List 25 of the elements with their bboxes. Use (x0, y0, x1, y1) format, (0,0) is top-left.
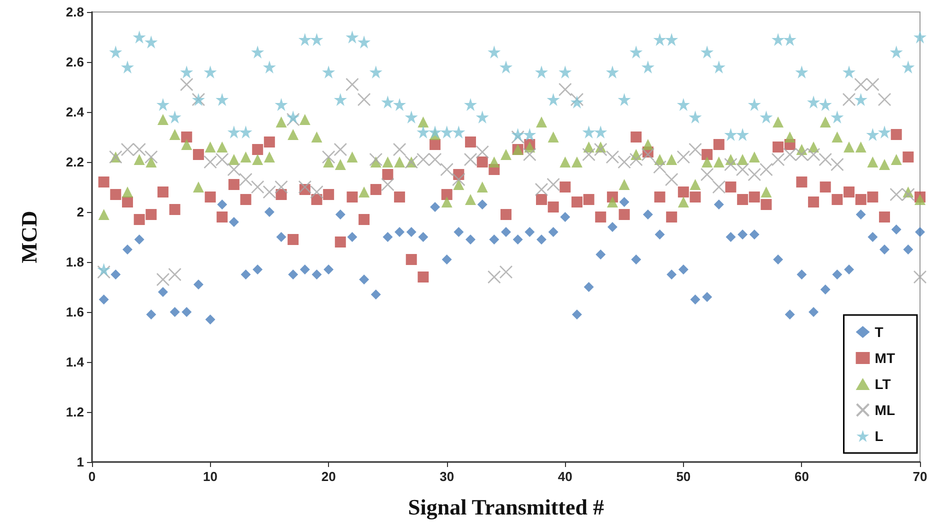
legend-label: ML (874, 402, 896, 418)
x-tick-label: 40 (558, 469, 572, 484)
x-tick-label: 0 (88, 469, 96, 484)
x-tick-label: 60 (794, 469, 809, 484)
y-tick-label: 2.8 (66, 4, 84, 20)
legend-label: L (874, 428, 884, 444)
y-tick-label: 2.2 (66, 154, 84, 170)
x-tick-label: 70 (912, 469, 928, 484)
y-tick-label: 1.4 (66, 354, 85, 370)
y-tick-label: 2.4 (66, 104, 85, 120)
y-tick-label: 1.8 (66, 254, 84, 270)
legend-label: LT (874, 376, 892, 392)
y-tick-label: 1.6 (66, 304, 84, 320)
x-tick-label: 50 (676, 469, 691, 484)
x-tick-label: 10 (203, 469, 218, 484)
y-axis-title: MCD (16, 210, 42, 264)
y-tick-label: 2.6 (66, 54, 84, 70)
y-tick-label: 1 (76, 454, 84, 470)
y-tick-label: 2 (76, 204, 84, 220)
legend-label: MT (874, 350, 896, 366)
legend-label: T (874, 324, 884, 340)
x-tick-label: 20 (321, 469, 336, 484)
y-tick-label: 1.2 (66, 404, 84, 420)
x-axis-title: Signal Transmitted # (408, 494, 604, 520)
x-tick-label: 30 (440, 469, 454, 484)
